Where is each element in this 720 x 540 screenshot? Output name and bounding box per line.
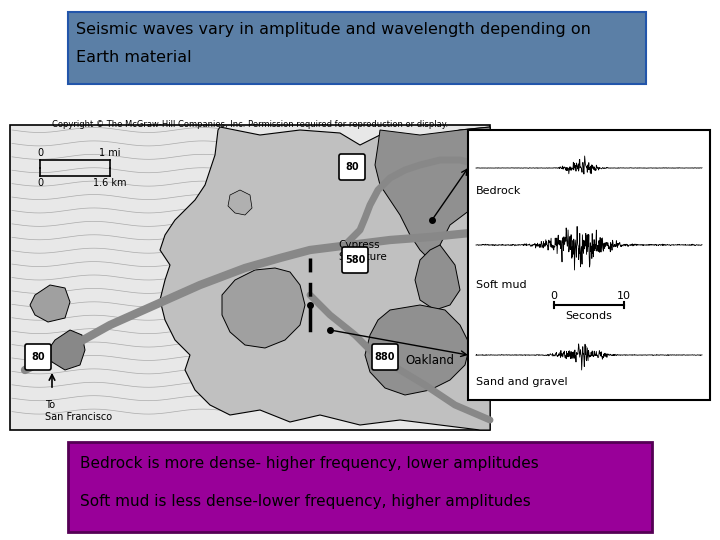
Text: Copyright © The McGraw-Hill Companies, Inc. Permission required for reproduction: Copyright © The McGraw-Hill Companies, I… <box>52 120 448 129</box>
FancyBboxPatch shape <box>342 247 368 273</box>
Bar <box>10 125 490 430</box>
Text: Bedrock is more dense- higher frequency, lower amplitudes: Bedrock is more dense- higher frequency,… <box>80 456 539 471</box>
Text: 10: 10 <box>617 291 631 301</box>
Text: Structure: Structure <box>338 252 387 262</box>
Polygon shape <box>48 330 85 370</box>
Text: 0: 0 <box>551 291 557 301</box>
Polygon shape <box>160 127 490 430</box>
FancyBboxPatch shape <box>339 154 365 180</box>
Polygon shape <box>375 127 490 260</box>
Text: Oakland: Oakland <box>405 354 454 367</box>
Polygon shape <box>30 285 70 322</box>
Bar <box>468 130 710 400</box>
FancyBboxPatch shape <box>372 344 398 370</box>
Bar <box>68 12 646 84</box>
Polygon shape <box>222 268 305 348</box>
Text: 1.6 km: 1.6 km <box>94 178 127 188</box>
Bar <box>68 442 652 532</box>
Text: Soft mud is less dense-lower frequency, higher amplitudes: Soft mud is less dense-lower frequency, … <box>80 494 531 509</box>
Text: 580: 580 <box>345 255 365 265</box>
Text: Soft mud: Soft mud <box>476 280 526 290</box>
Text: Bedrock: Bedrock <box>476 186 521 196</box>
Text: Sand and gravel: Sand and gravel <box>476 377 567 387</box>
Text: 880: 880 <box>374 352 395 362</box>
Text: Cypress: Cypress <box>338 240 379 250</box>
Text: 80: 80 <box>345 162 359 172</box>
Polygon shape <box>228 190 252 215</box>
Text: Earth material: Earth material <box>76 50 192 65</box>
Text: 80: 80 <box>31 352 45 362</box>
Text: Seismic waves vary in amplitude and wavelength depending on: Seismic waves vary in amplitude and wave… <box>76 22 591 37</box>
Text: 1 mi: 1 mi <box>99 148 121 158</box>
Text: 0: 0 <box>37 148 43 158</box>
Polygon shape <box>415 245 460 310</box>
Text: 0: 0 <box>37 178 43 188</box>
FancyBboxPatch shape <box>25 344 51 370</box>
Text: Seconds: Seconds <box>566 311 613 321</box>
Text: To
San Francisco: To San Francisco <box>45 400 112 422</box>
Polygon shape <box>365 305 470 395</box>
